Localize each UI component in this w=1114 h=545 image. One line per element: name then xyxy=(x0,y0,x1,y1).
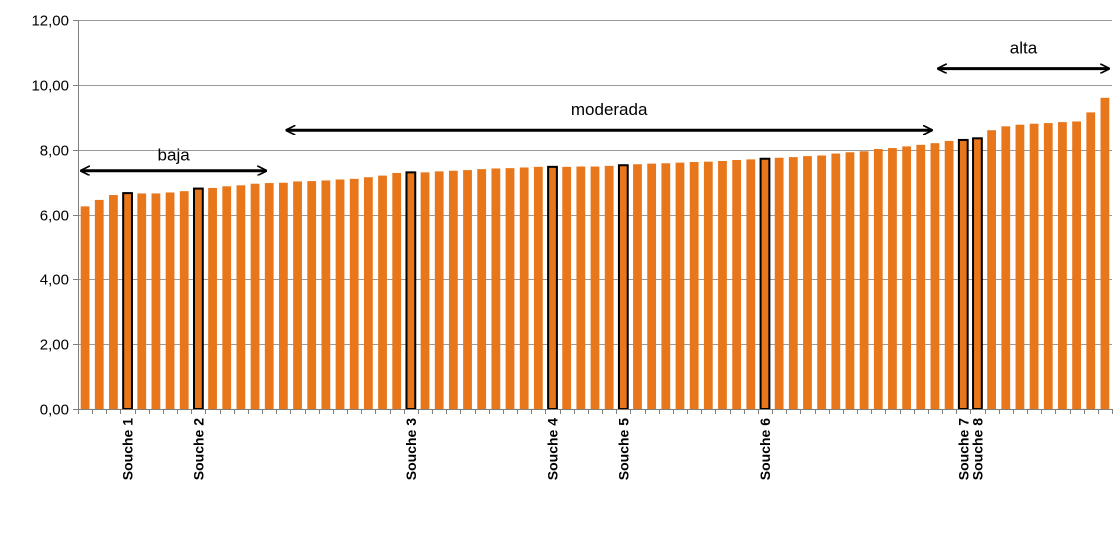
bar xyxy=(1058,122,1067,410)
bar xyxy=(732,160,742,409)
bar xyxy=(689,161,699,409)
bar xyxy=(349,178,359,409)
bar-highlighted xyxy=(122,192,133,410)
bar xyxy=(703,161,713,409)
bar xyxy=(718,161,727,409)
range-label: alta xyxy=(1010,39,1038,58)
bar xyxy=(533,166,543,409)
bar-highlighted xyxy=(547,165,558,410)
bar xyxy=(293,181,302,409)
annotations: baja moderada alta xyxy=(81,39,1109,171)
bar xyxy=(1001,126,1011,410)
bar xyxy=(491,168,501,409)
bars xyxy=(80,97,1110,410)
bar xyxy=(788,157,798,409)
bar xyxy=(1100,97,1110,410)
bar xyxy=(236,185,246,409)
bar xyxy=(448,170,458,409)
bar xyxy=(944,140,954,409)
bar xyxy=(1086,112,1096,409)
bar-highlighted xyxy=(957,138,969,410)
bar-highlighted xyxy=(617,164,629,410)
y-tick-label: 2,00 xyxy=(40,337,69,354)
category-label: Souche 1 xyxy=(120,418,136,480)
bar xyxy=(165,192,175,409)
bar xyxy=(434,171,444,409)
bar xyxy=(151,193,161,409)
bar-highlighted xyxy=(405,171,417,410)
y-tick-label: 4,00 xyxy=(40,272,69,289)
bar-highlighted xyxy=(193,187,204,410)
y-tick-label: 6,00 xyxy=(40,208,69,225)
bar xyxy=(845,152,855,409)
bar xyxy=(817,155,827,409)
range-label: moderada xyxy=(571,100,648,119)
bar xyxy=(1043,123,1053,410)
y-tick-label: 12,00 xyxy=(31,13,69,30)
bar xyxy=(1029,123,1039,409)
bar xyxy=(94,199,104,409)
bar xyxy=(463,170,472,409)
category-label: Souche 8 xyxy=(969,418,985,480)
category-label: Souche 2 xyxy=(190,418,206,480)
axes: 0,00 2,00 4,00 6,00 8,00 10,00 12,00 xyxy=(31,13,1113,419)
bar xyxy=(604,165,614,409)
range-label: baja xyxy=(158,146,191,165)
bar xyxy=(363,177,373,409)
bar xyxy=(222,186,232,409)
y-tick-label: 10,00 xyxy=(31,78,69,95)
category-label: Souche 3 xyxy=(403,418,419,480)
bar xyxy=(831,153,841,409)
bar xyxy=(774,157,784,409)
bar xyxy=(1072,121,1081,409)
bar xyxy=(590,166,600,409)
bar xyxy=(477,169,487,409)
bar xyxy=(137,193,147,409)
category-label: Souche 4 xyxy=(545,418,561,480)
bar xyxy=(633,164,642,409)
bar xyxy=(888,148,897,409)
bar xyxy=(1015,124,1025,409)
y-tick-label: 8,00 xyxy=(40,143,69,160)
bar xyxy=(505,168,515,409)
bar-highlighted xyxy=(759,157,771,410)
bar xyxy=(378,175,387,409)
category-labels: Souche 1 Souche 2 Souche 3 Souche 4 Souche 5… xyxy=(120,418,986,480)
bar xyxy=(392,173,402,409)
bar xyxy=(179,191,189,409)
bar xyxy=(803,156,812,409)
bar xyxy=(661,163,671,409)
bar xyxy=(987,130,996,409)
bar xyxy=(250,183,260,409)
bar xyxy=(519,167,529,409)
bar xyxy=(647,163,657,409)
bar xyxy=(873,149,883,410)
bar xyxy=(264,183,274,409)
bar xyxy=(930,143,940,409)
bar xyxy=(859,151,869,409)
bar xyxy=(576,166,586,409)
category-label: Souche 7 xyxy=(955,418,971,480)
bar xyxy=(80,206,90,409)
y-tick-label: 0,00 xyxy=(40,402,69,419)
bar xyxy=(675,162,685,409)
bar xyxy=(278,182,288,409)
bar xyxy=(335,179,345,409)
bar xyxy=(307,181,317,409)
bar xyxy=(208,187,217,409)
bar xyxy=(420,172,430,409)
bar xyxy=(562,166,572,409)
category-label: Souche 5 xyxy=(615,418,631,480)
bar xyxy=(746,159,756,409)
category-label: Souche 6 xyxy=(757,418,773,480)
bar-highlighted xyxy=(972,137,983,410)
bar xyxy=(109,195,118,409)
bar xyxy=(916,144,926,409)
bar xyxy=(902,146,912,410)
bar xyxy=(321,180,331,409)
